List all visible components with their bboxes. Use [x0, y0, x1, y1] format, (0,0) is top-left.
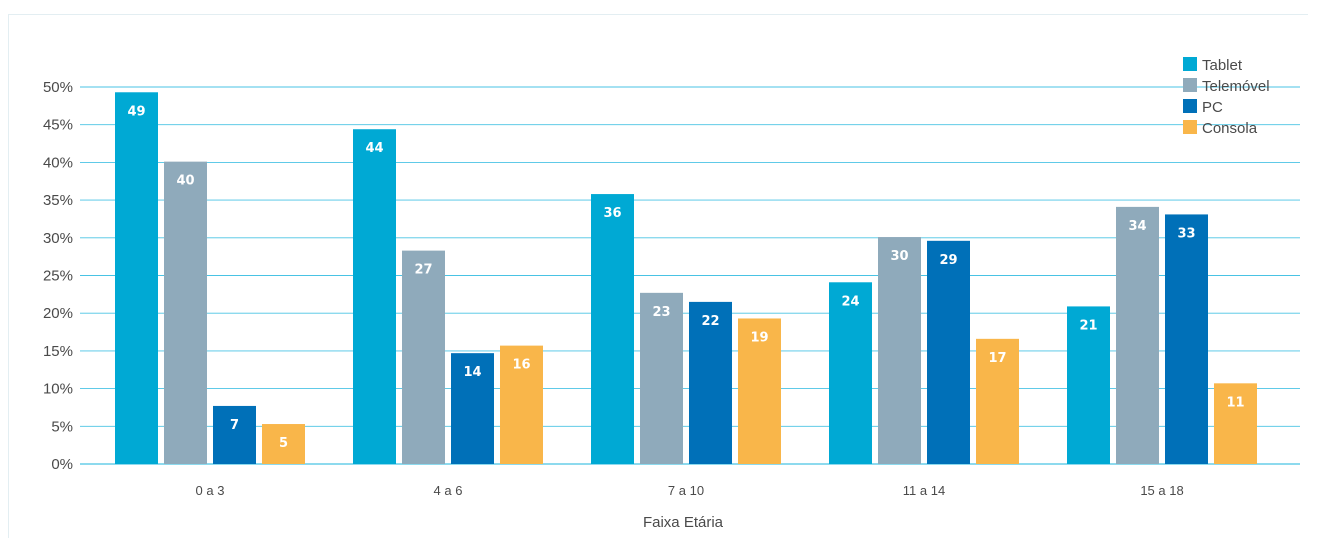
data-labels: 49 40 7 5 44 27 14 16 36 23 22 19 24 30 29 17 21 34 33 11: [127, 104, 1244, 451]
bar: [164, 161, 207, 464]
legend-swatch: [1183, 120, 1197, 134]
bar: [1214, 383, 1257, 464]
bar: [115, 92, 158, 464]
bar: [927, 240, 970, 464]
y-tick-label: 0%: [51, 456, 73, 473]
bar: [689, 301, 732, 464]
x-tick-label: 4 a 6: [434, 483, 463, 498]
data-label: 19: [750, 330, 768, 345]
chart-frame: [8, 14, 1308, 538]
y-tick-label: 30%: [43, 230, 73, 247]
y-tick-label: 20%: [43, 305, 73, 322]
data-label: 34: [1128, 219, 1146, 234]
x-tick-label: 15 a 18: [1140, 483, 1183, 498]
data-label: 7: [230, 418, 239, 433]
y-tick-label: 5%: [51, 418, 73, 435]
bar: [451, 353, 494, 464]
data-label: 17: [988, 351, 1006, 366]
x-axis-title: Faixa Etária: [643, 514, 724, 531]
bar: [213, 405, 256, 464]
y-tick-label: 15%: [43, 343, 73, 360]
data-label: 14: [463, 365, 481, 380]
bar: [738, 318, 781, 464]
data-label: 21: [1079, 318, 1097, 333]
x-tick-label: 11 a 14: [903, 483, 945, 498]
x-tick-label: 7 a 10: [668, 483, 704, 498]
data-label: 29: [939, 253, 957, 268]
bar: [829, 282, 872, 464]
data-label: 49: [127, 104, 145, 119]
legend-label: Telemóvel: [1202, 78, 1270, 95]
bar: [1116, 206, 1159, 465]
data-label: 23: [652, 305, 670, 320]
legend-label: PC: [1202, 99, 1223, 116]
y-tick-label: 45%: [43, 117, 73, 134]
data-label: 44: [365, 141, 383, 156]
data-label: 36: [603, 206, 621, 221]
legend: Tablet Telemóvel PC Consola: [1183, 57, 1270, 137]
bar: [500, 345, 543, 464]
bar: [1067, 306, 1110, 464]
bar: [591, 194, 634, 464]
bar: [1165, 214, 1208, 464]
y-tick-label: 40%: [43, 154, 73, 171]
data-label: 27: [414, 263, 432, 278]
y-tick-label: 10%: [43, 381, 73, 398]
data-label: 30: [890, 249, 908, 264]
legend-swatch: [1183, 57, 1197, 71]
bar: [640, 292, 683, 464]
y-axis-ticks: 0% 5% 10% 15% 20% 25% 30% 35% 40% 45% 50%: [43, 79, 73, 473]
legend-label: Tablet: [1202, 57, 1243, 74]
data-label: 40: [176, 174, 194, 189]
data-label: 16: [512, 358, 530, 373]
legend-swatch: [1183, 99, 1197, 113]
data-label: 22: [701, 314, 719, 329]
y-tick-label: 50%: [43, 79, 73, 96]
bar: [262, 424, 305, 464]
bar: [402, 250, 445, 464]
data-label: 5: [279, 436, 288, 451]
y-tick-label: 25%: [43, 268, 73, 285]
bar: [976, 338, 1019, 464]
data-label: 33: [1177, 226, 1195, 241]
bar: [878, 237, 921, 464]
data-label: 24: [841, 294, 859, 309]
bar: [353, 129, 396, 464]
data-label: 11: [1226, 395, 1244, 410]
x-axis-ticks: 0 a 3 4 a 6 7 a 10 11 a 14 15 a 18: [196, 483, 1184, 498]
legend-label: Consola: [1202, 120, 1258, 137]
y-tick-label: 35%: [43, 192, 73, 209]
bars: [115, 92, 1257, 465]
x-tick-label: 0 a 3: [196, 483, 225, 498]
legend-swatch: [1183, 78, 1197, 92]
